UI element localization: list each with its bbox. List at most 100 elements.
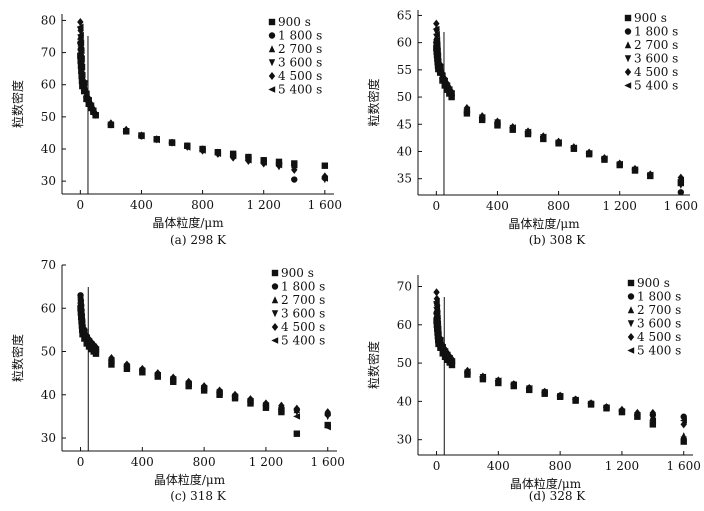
data-point — [77, 293, 84, 302]
y-tick-label: 50 — [397, 356, 412, 370]
data-point — [631, 166, 639, 173]
data-point — [432, 31, 440, 38]
legend-label: 3 600 s — [278, 56, 322, 70]
data-point — [445, 354, 453, 362]
legend-marker — [624, 55, 632, 63]
data-point — [82, 90, 90, 97]
data-point — [185, 377, 192, 386]
x-tick-label: 1 600 — [311, 455, 345, 469]
y-tick-label: 30 — [397, 433, 412, 447]
data-point — [324, 413, 331, 421]
x-tick-label: 800 — [549, 459, 572, 473]
legend-marker — [271, 337, 279, 344]
data-point — [324, 408, 331, 417]
data-point — [524, 128, 532, 136]
legend: 900 s1 800 s2 700 s3 600 s4 500 s5 400 s — [624, 11, 678, 93]
legend-marker — [627, 306, 635, 314]
series-5400s — [76, 23, 329, 182]
legend-marker — [271, 296, 279, 304]
data-point — [80, 79, 88, 87]
data-point — [478, 113, 486, 121]
y-tick-label: 70 — [397, 279, 412, 293]
legend-label: 4 500 s — [281, 320, 325, 334]
data-point — [434, 53, 442, 60]
series-5400s — [432, 25, 685, 183]
data-point — [433, 288, 440, 297]
y-tick-label: 40 — [397, 394, 412, 408]
data-point — [433, 309, 441, 316]
data-point — [434, 58, 442, 65]
data-point — [556, 392, 564, 400]
y-tick-label: 80 — [41, 13, 56, 27]
data-point — [493, 119, 501, 126]
data-point — [291, 176, 298, 183]
data-point — [441, 77, 448, 85]
data-point — [321, 175, 329, 182]
data-point — [433, 304, 441, 311]
legend-label: 4 500 s — [634, 65, 678, 79]
y-tick-label: 40 — [41, 388, 56, 402]
x-tick-label: 1 600 — [667, 459, 701, 473]
x-axis-label: 晶体粒度/μm — [510, 476, 582, 491]
panel-caption: (d) 328 K — [529, 489, 587, 503]
legend-label: 5 400 s — [634, 79, 678, 93]
x-tick-label: 1 200 — [249, 455, 283, 469]
panel-caption: (c) 318 K — [170, 489, 227, 503]
data-point — [83, 334, 90, 341]
data-point — [229, 152, 237, 160]
legend-label: 1 800 s — [637, 290, 681, 304]
data-point — [321, 162, 329, 169]
data-point — [433, 36, 441, 44]
data-point — [85, 337, 93, 345]
x-tick-label: 1 200 — [247, 198, 281, 212]
data-point — [293, 404, 301, 413]
data-point — [123, 363, 131, 370]
data-point — [434, 320, 442, 327]
data-point — [324, 424, 331, 431]
legend-marker — [271, 283, 279, 290]
legend-label: 1 800 s — [281, 280, 325, 294]
data-point — [439, 343, 446, 351]
data-point — [448, 357, 456, 365]
data-point — [81, 335, 88, 342]
x-tick-label: 800 — [193, 455, 216, 469]
legend-label: 4 500 s — [637, 330, 681, 344]
data-point — [677, 189, 685, 196]
data-point — [618, 408, 626, 415]
x-tick-label: 1 200 — [605, 459, 639, 473]
data-point — [183, 144, 191, 151]
legend-label: 5 400 s — [637, 344, 681, 358]
data-point — [633, 411, 641, 419]
y-tick-label: 50 — [41, 110, 56, 124]
data-point — [77, 312, 85, 320]
data-point — [434, 331, 442, 338]
data-point — [89, 107, 97, 114]
y-axis-label: 粒数密度 — [10, 334, 25, 382]
data-point — [215, 389, 223, 396]
data-point — [78, 316, 86, 324]
data-point — [293, 430, 301, 437]
data-point — [479, 373, 487, 381]
data-point — [649, 421, 657, 428]
data-point — [649, 417, 657, 424]
data-point — [436, 63, 444, 71]
data-point — [76, 31, 84, 39]
data-point — [571, 396, 579, 404]
legend: 900 s1 800 s2 700 s3 600 s4 500 s5 400 s — [268, 15, 322, 97]
data-point — [525, 385, 533, 392]
legend-marker — [271, 269, 279, 277]
data-point — [138, 367, 146, 375]
series-5400s — [76, 300, 331, 431]
y-tick-label: 60 — [397, 36, 412, 50]
data-point — [443, 82, 451, 89]
data-point — [78, 324, 86, 332]
x-tick-label: 800 — [547, 199, 570, 213]
x-tick-label: 0 — [77, 455, 85, 469]
data-point — [436, 336, 444, 344]
legend-label: 3 600 s — [637, 317, 681, 331]
x-tick-label: 0 — [77, 198, 85, 212]
legend-marker — [627, 279, 635, 287]
legend-label: 2 700 s — [637, 303, 681, 317]
legend-marker — [268, 45, 276, 53]
